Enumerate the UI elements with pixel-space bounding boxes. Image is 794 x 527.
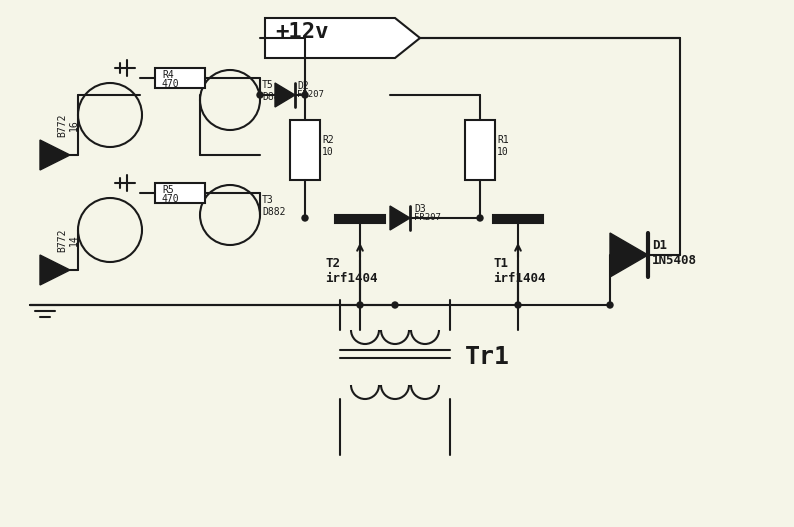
Bar [290, 120, 320, 180]
Polygon shape [610, 233, 648, 277]
Text: FR207: FR207 [414, 213, 441, 222]
Polygon shape [40, 140, 70, 170]
Circle shape [302, 92, 308, 98]
Circle shape [477, 215, 483, 221]
Circle shape [392, 302, 398, 308]
Text: T1
irf1404: T1 irf1404 [493, 257, 545, 285]
Circle shape [357, 302, 363, 308]
Text: Tr1: Tr1 [465, 345, 510, 369]
Text: R2: R2 [322, 135, 333, 145]
Polygon shape [40, 255, 70, 285]
Text: R4: R4 [162, 70, 174, 80]
Circle shape [302, 215, 308, 221]
Bar [155, 183, 205, 203]
Text: +12v: +12v [275, 22, 329, 42]
Text: D3: D3 [414, 204, 426, 214]
Text: B772
14: B772 14 [57, 228, 79, 252]
Text: 470: 470 [162, 194, 179, 204]
Bar [335, 215, 385, 223]
Polygon shape [265, 18, 420, 58]
Text: T2
irf1404: T2 irf1404 [325, 257, 377, 285]
Polygon shape [275, 83, 295, 107]
Circle shape [257, 92, 263, 98]
Polygon shape [390, 206, 410, 230]
Text: B772
16: B772 16 [57, 113, 79, 136]
Text: 10: 10 [322, 147, 333, 157]
Text: T3
D882: T3 D882 [262, 195, 286, 217]
Text: FR207: FR207 [297, 90, 324, 99]
Bar [465, 120, 495, 180]
Text: T5
D882: T5 D882 [262, 80, 286, 102]
Bar [493, 215, 543, 223]
Bar [155, 68, 205, 88]
Text: 10: 10 [497, 147, 509, 157]
Text: D2: D2 [297, 81, 309, 91]
Text: R5: R5 [162, 185, 174, 195]
Text: R1: R1 [497, 135, 509, 145]
Text: D1
1N5408: D1 1N5408 [652, 239, 697, 267]
Text: 470: 470 [162, 79, 179, 89]
Circle shape [607, 302, 613, 308]
Circle shape [515, 302, 521, 308]
